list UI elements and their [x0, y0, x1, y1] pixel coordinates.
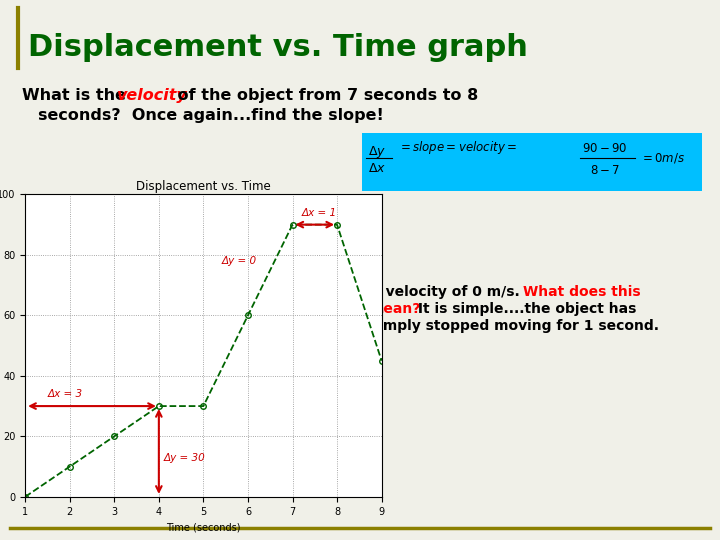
Text: What is the: What is the	[22, 88, 132, 103]
Text: seconds?  Once again...find the slope!: seconds? Once again...find the slope!	[38, 108, 384, 123]
Text: A velocity of 0 m/s.: A velocity of 0 m/s.	[370, 285, 525, 299]
Text: $90 - 90$: $90 - 90$	[582, 141, 627, 154]
Text: $= 0m/s$: $= 0m/s$	[640, 151, 685, 165]
FancyBboxPatch shape	[362, 133, 702, 191]
X-axis label: Time (seconds): Time (seconds)	[166, 522, 240, 532]
Text: Δy = 0: Δy = 0	[221, 256, 256, 266]
Text: mean?: mean?	[370, 302, 421, 316]
Text: Δy = 30: Δy = 30	[163, 453, 205, 463]
Text: Δx = 3: Δx = 3	[48, 389, 83, 399]
Text: What does this: What does this	[523, 285, 641, 299]
Text: It is simple....the object has: It is simple....the object has	[413, 302, 636, 316]
Text: Δx = 1: Δx = 1	[302, 207, 336, 218]
Text: $= slope = velocity =$: $= slope = velocity =$	[398, 139, 517, 157]
Title: Displacement vs. Time: Displacement vs. Time	[136, 180, 271, 193]
Text: $\Delta x$: $\Delta x$	[368, 161, 386, 174]
Text: $8 - 7$: $8 - 7$	[590, 164, 621, 177]
Text: simply stopped moving for 1 second.: simply stopped moving for 1 second.	[370, 319, 659, 333]
Text: of the object from 7 seconds to 8: of the object from 7 seconds to 8	[172, 88, 478, 103]
Text: velocity: velocity	[117, 88, 188, 103]
Text: Displacement vs. Time graph: Displacement vs. Time graph	[28, 33, 528, 63]
Text: $\Delta y$: $\Delta y$	[368, 144, 386, 160]
